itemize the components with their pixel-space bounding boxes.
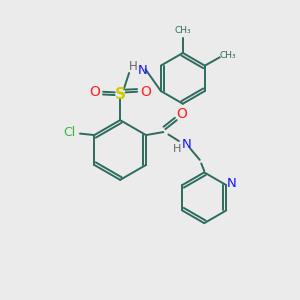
Text: N: N xyxy=(182,137,191,151)
Text: Cl: Cl xyxy=(64,127,76,140)
Text: H: H xyxy=(173,143,182,154)
Text: O: O xyxy=(140,85,151,99)
Text: N: N xyxy=(227,177,236,190)
Text: O: O xyxy=(176,107,187,121)
Text: CH₃: CH₃ xyxy=(175,26,191,35)
Text: H: H xyxy=(129,61,138,74)
Text: S: S xyxy=(115,87,126,102)
Text: CH₃: CH₃ xyxy=(220,51,236,60)
Text: O: O xyxy=(89,85,100,99)
Text: N: N xyxy=(138,64,147,77)
